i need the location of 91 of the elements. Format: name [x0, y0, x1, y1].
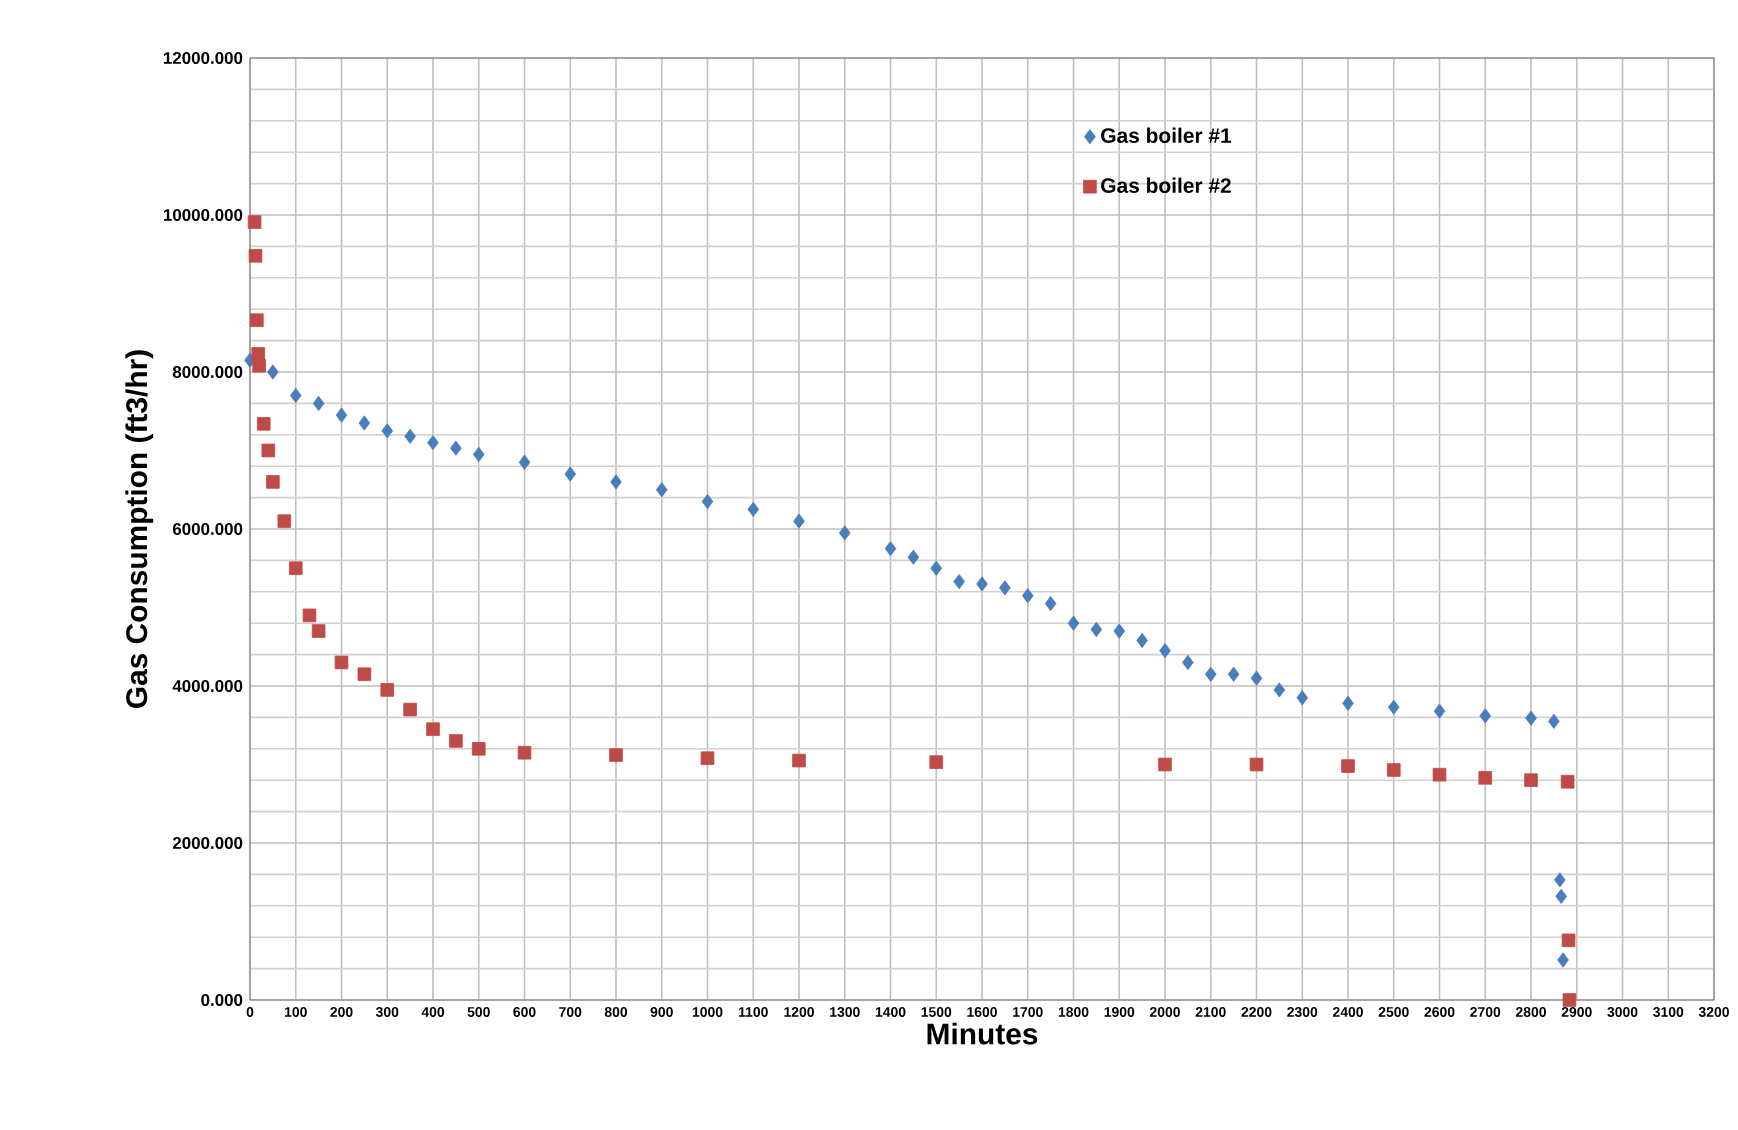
point — [1342, 695, 1354, 711]
point — [256, 417, 271, 431]
point — [311, 624, 326, 638]
point — [1386, 763, 1401, 777]
point — [1182, 654, 1194, 671]
point — [250, 313, 264, 327]
point — [1554, 872, 1566, 888]
point — [288, 561, 303, 576]
point — [334, 655, 349, 670]
point — [381, 423, 394, 439]
point — [1067, 615, 1080, 631]
point — [302, 608, 317, 623]
point — [747, 501, 760, 517]
y-axis-title: Gas Consumption (ft3/hr) — [125, 350, 154, 708]
point — [247, 215, 262, 229]
point — [1158, 757, 1172, 772]
point — [403, 702, 417, 717]
point — [999, 580, 1011, 596]
point — [1524, 773, 1538, 787]
point — [358, 415, 371, 431]
y-tick-label: 6000.000 — [172, 523, 243, 535]
legend-label: Gas boiler #2 — [1101, 177, 1231, 193]
point — [793, 513, 805, 529]
y-tick-label: 4000.000 — [172, 680, 243, 692]
point — [1090, 621, 1103, 638]
point — [1478, 771, 1493, 785]
point — [518, 454, 531, 470]
point — [609, 748, 623, 762]
point — [1273, 682, 1286, 698]
point — [517, 745, 532, 760]
point — [907, 549, 920, 565]
point — [1204, 666, 1217, 682]
point — [252, 358, 266, 373]
point — [404, 428, 416, 444]
point — [1159, 643, 1171, 659]
y-tick-label: 2000.000 — [172, 837, 243, 849]
point — [1548, 713, 1560, 729]
y-tick-label: 10000.000 — [163, 209, 243, 221]
point — [1560, 774, 1575, 789]
x-axis-title: Minutes — [927, 1022, 1038, 1045]
point — [976, 576, 988, 592]
point — [251, 347, 266, 361]
point — [1432, 767, 1447, 782]
point — [427, 435, 439, 451]
point — [929, 755, 944, 769]
point — [1557, 952, 1569, 968]
point — [357, 667, 372, 681]
point — [471, 742, 486, 756]
y-tick-label: 0.000 — [201, 994, 243, 1006]
point — [267, 364, 279, 380]
point — [1113, 623, 1126, 639]
point — [248, 249, 263, 263]
point — [1561, 933, 1576, 948]
point — [930, 560, 943, 576]
point — [450, 440, 462, 456]
point — [261, 443, 276, 458]
legend-label: Gas boiler #1 — [1101, 127, 1232, 143]
point — [1433, 703, 1446, 719]
point — [953, 574, 965, 590]
point — [700, 751, 715, 765]
point — [1387, 699, 1400, 715]
point — [1021, 588, 1034, 604]
point — [289, 387, 302, 404]
point — [277, 514, 292, 528]
point — [1227, 666, 1240, 682]
y-tick-label: 8000.000 — [172, 366, 243, 378]
point — [610, 474, 622, 490]
point — [1296, 690, 1309, 706]
point — [1555, 888, 1567, 904]
point — [792, 753, 806, 768]
point — [1136, 632, 1148, 649]
point — [312, 395, 325, 411]
point — [884, 541, 897, 557]
point — [1250, 670, 1263, 686]
point — [1249, 757, 1264, 772]
point — [1562, 993, 1577, 1007]
point — [380, 683, 395, 697]
point — [426, 722, 440, 736]
point — [838, 525, 851, 541]
point — [1525, 710, 1537, 726]
point — [564, 466, 577, 482]
point — [655, 482, 668, 498]
point — [701, 493, 714, 510]
point — [472, 446, 485, 462]
point — [266, 475, 280, 489]
point — [1479, 708, 1492, 724]
point — [1044, 596, 1057, 612]
point — [449, 734, 463, 748]
y-tick-label: 12000.000 — [163, 52, 243, 64]
point — [1341, 759, 1355, 773]
point — [335, 407, 348, 423]
